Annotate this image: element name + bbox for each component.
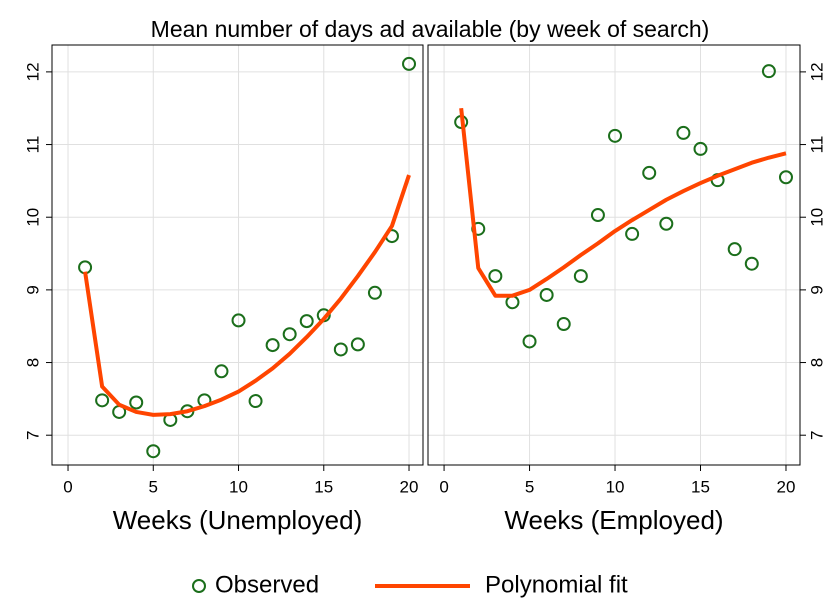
chart-title: Mean number of days ad available (by wee… xyxy=(151,16,710,42)
plot-frame xyxy=(427,44,801,466)
x-tick-label: 20 xyxy=(400,477,419,496)
observed-point xyxy=(350,337,365,352)
observed-point xyxy=(556,317,571,332)
x-axis-label: Weeks (Employed) xyxy=(504,505,723,535)
observed-point xyxy=(367,285,382,300)
y-tick-label: 12 xyxy=(23,62,42,81)
fit-line xyxy=(83,174,411,417)
y-tick-label: 10 xyxy=(807,208,826,227)
legend-label: Observed xyxy=(215,571,319,598)
y-tick-label: 7 xyxy=(23,430,42,439)
observed-point xyxy=(608,128,623,143)
x-tick-label: 20 xyxy=(777,477,796,496)
observed-point xyxy=(282,327,297,342)
observed-point xyxy=(265,338,280,353)
observed-point xyxy=(693,141,708,156)
legend-marker xyxy=(192,579,206,593)
observed-point xyxy=(231,313,246,328)
observed-point xyxy=(642,165,657,180)
y-tick-label: 11 xyxy=(23,136,42,154)
fit-line xyxy=(459,108,787,298)
x-tick-label: 15 xyxy=(691,477,710,496)
observed-point xyxy=(522,334,537,349)
y-tick-label: 8 xyxy=(807,358,826,367)
y-tick-label: 9 xyxy=(807,285,826,294)
observed-point xyxy=(248,394,263,409)
y-tick-label: 8 xyxy=(23,358,42,367)
y-tick-label: 9 xyxy=(23,285,42,294)
x-tick-label: 5 xyxy=(149,477,158,496)
y-tick-label: 7 xyxy=(807,430,826,439)
observed-point xyxy=(146,444,161,459)
observed-point xyxy=(761,64,776,79)
observed-point xyxy=(625,226,640,241)
plot-area xyxy=(427,44,801,466)
observed-point xyxy=(402,56,417,71)
x-tick-label: 0 xyxy=(439,477,448,496)
observed-point xyxy=(727,242,742,257)
observed-point xyxy=(95,393,110,408)
observed-point xyxy=(333,342,348,357)
x-tick-label: 0 xyxy=(63,477,72,496)
y-tick-label: 12 xyxy=(807,62,826,81)
observed-point xyxy=(573,269,588,284)
x-tick-label: 10 xyxy=(606,477,625,496)
observed-point xyxy=(539,287,554,302)
observed-point xyxy=(659,216,674,231)
plot-frame xyxy=(51,44,424,466)
legend-label: Polynomial fit xyxy=(485,571,628,598)
observed-point xyxy=(129,395,144,410)
y-tick-label: 11 xyxy=(807,136,826,154)
plot-area xyxy=(51,44,424,466)
observed-point xyxy=(590,208,605,223)
y-tick-label: 10 xyxy=(23,208,42,227)
x-tick-label: 10 xyxy=(229,477,248,496)
observed-point xyxy=(214,364,229,379)
observed-point xyxy=(488,269,503,284)
observed-point xyxy=(778,170,793,185)
observed-point xyxy=(744,256,759,271)
x-tick-label: 5 xyxy=(525,477,534,496)
observed-point xyxy=(676,125,691,140)
observed-point xyxy=(299,314,314,329)
x-tick-label: 15 xyxy=(314,477,333,496)
x-axis-label: Weeks (Unemployed) xyxy=(113,505,363,535)
